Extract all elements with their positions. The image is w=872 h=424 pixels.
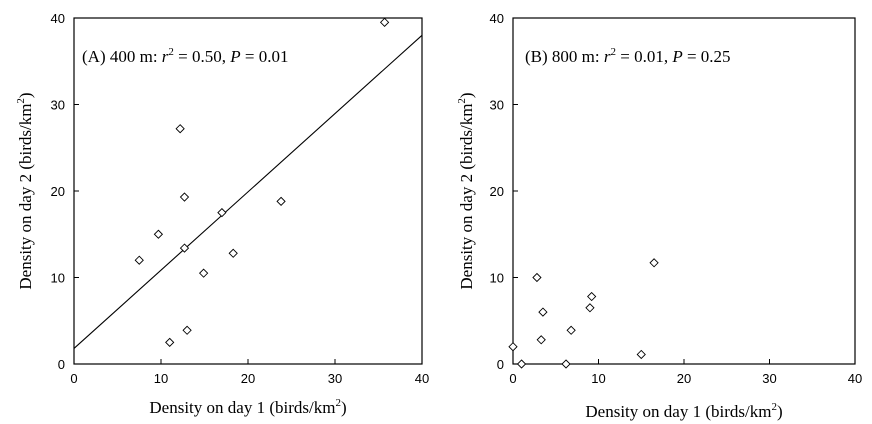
panel-a: 0 10 20 30 40 0 10 20 30 40 (A) 400 m: r2 = 0.50,…: [15, 11, 429, 417]
panel-b-x-tick-label-2: 20: [677, 371, 691, 386]
panel-b-y-tick-label-4: 40: [490, 11, 504, 26]
panel-a-ticks: 0 10 20 30 40 0 10 20 30 40: [51, 11, 430, 386]
panel-a-regression-line: [73, 34, 423, 349]
panel-a-y-tick-label-2: 20: [51, 184, 65, 199]
panel-a-data-point-5: [179, 243, 190, 253]
panel-a-annotation: (A) 400 m: r2 = 0.50, P = 0.01: [82, 46, 289, 66]
panel-b-data-point-1: [516, 359, 527, 369]
panel-b-data-point-9: [636, 349, 646, 360]
panel-b: 0 10 20 30 40 0 10 20 30 40 (B) 800 m: r2 = 0.01,…: [456, 11, 862, 421]
panel-a-x-tick-label-3: 30: [328, 371, 342, 386]
panel-b-x-axis-label: Density on day 1 (birds/km2): [585, 401, 782, 421]
panel-a-data-point-10: [276, 196, 286, 207]
panel-a-data-point-11: [379, 17, 390, 27]
panel-a-y-axis-label: Density on day 2 (birds/km2): [15, 92, 35, 289]
panel-b-data-point-6: [566, 325, 576, 335]
panel-a-data-point-2: [165, 337, 175, 348]
panel-b-data-point-4: [538, 307, 548, 317]
panel-a-data-point-1: [153, 229, 164, 239]
panel-b-x-tick-label-3: 30: [762, 371, 776, 386]
panel-b-x-tick-label-1: 10: [591, 371, 605, 386]
panel-b-data-point-5: [561, 359, 571, 369]
panel-a-data-point-8: [217, 207, 227, 218]
panel-b-y-tick-label-0: 0: [497, 357, 504, 372]
panel-b-y-axis-label: Density on day 2 (birds/km2): [456, 92, 476, 289]
panel-b-y-tick-label-1: 10: [490, 271, 504, 286]
panel-b-x-tick-label-4: 40: [848, 371, 862, 386]
panel-b-data-point-3: [536, 335, 546, 345]
panel-a-data-point-7: [198, 268, 209, 278]
panel-a-data-point-9: [228, 248, 238, 258]
panel-a-x-tick-label-2: 20: [241, 371, 255, 386]
panel-b-data-point-0: [508, 342, 518, 352]
panel-b-ticks: 0 10 20 30 40 0 10 20 30 40: [490, 11, 863, 386]
panel-a-data-point-3: [175, 124, 185, 134]
panel-b-data-point-8: [587, 291, 597, 302]
panel-b-points: [508, 258, 659, 369]
panel-b-data-point-7: [585, 303, 595, 313]
panel-a-x-tick-label-4: 40: [415, 371, 429, 386]
panel-b-x-tick-label-0: 0: [509, 371, 516, 386]
panel-a-y-tick-label-1: 10: [51, 271, 65, 286]
panel-a-x-tick-label-1: 10: [154, 371, 168, 386]
panel-b-plot-frame: [512, 17, 856, 365]
panel-a-x-axis-label: Density on day 1 (birds/km2): [149, 397, 346, 417]
panel-b-annotation: (B) 800 m: r2 = 0.01, P = 0.25: [525, 46, 731, 66]
panel-a-data-point-0: [134, 255, 144, 265]
panel-b-data-point-10: [649, 258, 659, 268]
panel-a-data-point-6: [182, 325, 192, 335]
panel-a-y-tick-label-3: 30: [51, 98, 65, 113]
panel-b-y-tick-label-2: 20: [490, 184, 504, 199]
panel-a-y-tick-label-4: 40: [51, 11, 65, 26]
panel-a-y-tick-label-0: 0: [58, 357, 65, 372]
panel-a-plot-frame: [73, 17, 423, 365]
panel-b-y-tick-label-3: 30: [490, 98, 504, 113]
panel-a-points: [134, 17, 390, 348]
panel-a-x-tick-label-0: 0: [70, 371, 77, 386]
panel-a-data-point-4: [179, 192, 190, 202]
panel-b-data-point-2: [532, 272, 542, 283]
